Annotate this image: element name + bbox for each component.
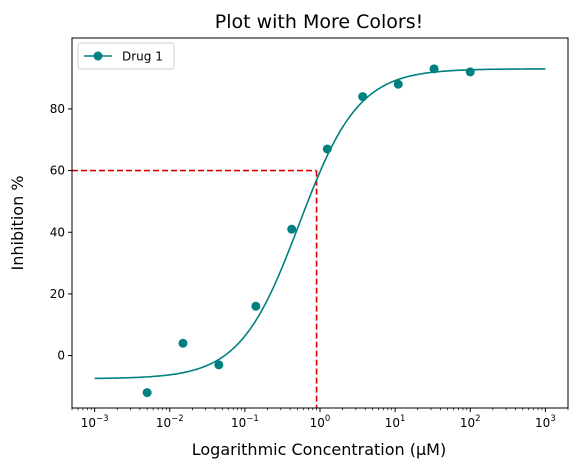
- data-point-1-9: [429, 64, 439, 74]
- data-point-1-2: [178, 338, 188, 348]
- plot-frame: [71, 37, 569, 409]
- y-tick-label-4: 80: [50, 102, 65, 116]
- x-tick-label-5: 102: [460, 414, 481, 430]
- chart-title: Plot with More Colors!: [215, 11, 423, 33]
- fit-curve-layer: [94, 68, 546, 380]
- x-axis: 10−3 10−2 10−1 100 101 102 103: [71, 408, 569, 430]
- y-axis: 0 20 40 60 80: [50, 102, 72, 363]
- data-point-1-4: [251, 301, 261, 311]
- data-point-1-3: [214, 360, 224, 370]
- legend-label-drug-1: Drug 1: [122, 50, 163, 64]
- plot-area: [71, 37, 569, 409]
- x-tick-label-6: 103: [535, 414, 556, 430]
- y-tick-label-2: 40: [50, 225, 65, 239]
- legend-box: [77, 42, 175, 70]
- data-point-1-1: [142, 388, 152, 398]
- reference-lines: [72, 169, 318, 408]
- x-tick-label-1: 10−2: [156, 414, 184, 430]
- data-point-1-5: [287, 224, 297, 234]
- y-tick-label-3: 60: [50, 164, 65, 178]
- x-tick-label-2: 10−1: [231, 414, 259, 430]
- data-points: [142, 64, 475, 398]
- data-point-1-10: [465, 67, 475, 77]
- fit-curve-drug-1: [94, 68, 546, 380]
- y-axis-title: Inhibition %: [8, 176, 27, 271]
- x-tick-label-0: 10−3: [81, 414, 109, 430]
- data-point-1-7: [358, 92, 368, 102]
- y-tick-label-1: 20: [50, 287, 65, 301]
- y-tick-label-0: 0: [57, 349, 65, 363]
- data-point-1-6: [322, 144, 332, 154]
- legend-marker-swatch: [93, 51, 103, 61]
- legend: Drug 1: [77, 42, 175, 70]
- x-tick-label-3: 100: [310, 414, 331, 430]
- x-tick-label-4: 101: [385, 414, 406, 430]
- data-point-1-8: [393, 79, 403, 89]
- x-axis-title: Logarithmic Concentration (µM): [192, 440, 446, 459]
